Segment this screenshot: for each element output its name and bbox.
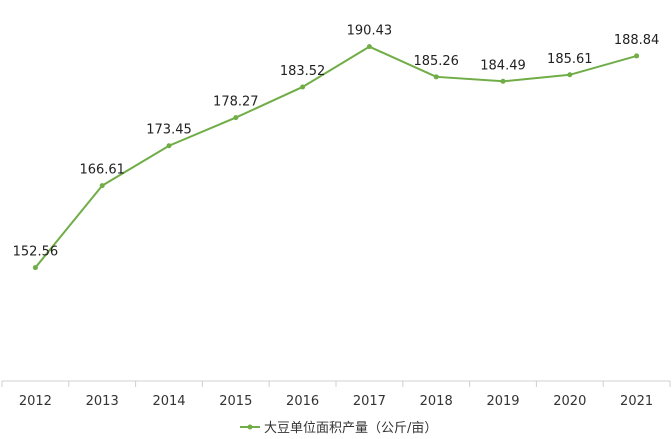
data-point <box>366 44 372 50</box>
data-point <box>634 53 640 59</box>
data-label: 184.49 <box>480 58 526 73</box>
data-labels: 152.56 166.61 173.45 178.27 183.52 190.43 185.… <box>13 24 660 260</box>
x-tick-label: 2016 <box>286 394 319 409</box>
data-label: 178.27 <box>213 95 259 110</box>
x-tick-label: 2020 <box>553 394 586 409</box>
data-point <box>99 183 105 189</box>
legend-point-marker <box>247 424 253 430</box>
x-tick-label: 2013 <box>86 394 119 409</box>
x-tick-label: 2018 <box>420 394 453 409</box>
data-point <box>433 74 439 80</box>
data-label: 173.45 <box>146 123 192 138</box>
data-label: 188.84 <box>614 33 660 48</box>
data-point <box>567 72 573 78</box>
data-point <box>300 84 306 90</box>
series-line <box>34 45 637 269</box>
x-axis-ticks <box>1 381 671 387</box>
data-label: 183.52 <box>280 64 326 79</box>
data-label: 166.61 <box>79 163 125 178</box>
x-tick-label: 2017 <box>353 394 386 409</box>
x-tick-label: 2019 <box>486 394 519 409</box>
data-points <box>32 44 640 271</box>
data-point <box>32 265 38 271</box>
data-point <box>500 78 506 84</box>
x-tick-label: 2012 <box>19 394 52 409</box>
legend: 大豆单位面积产量（公斤/亩） <box>240 420 437 436</box>
data-label: 152.56 <box>13 245 59 260</box>
data-label: 190.43 <box>347 24 393 39</box>
legend-label: 大豆单位面积产量（公斤/亩） <box>264 420 437 436</box>
x-axis-labels: 2012 2013 2014 2015 2016 2017 2018 2019 2020 2021 <box>19 394 653 409</box>
data-point <box>166 143 172 149</box>
x-tick-label: 2021 <box>620 394 653 409</box>
data-label: 185.26 <box>413 54 459 69</box>
x-tick-label: 2015 <box>219 394 252 409</box>
x-tick-label: 2014 <box>152 394 185 409</box>
data-label: 185.61 <box>547 52 593 67</box>
data-point <box>233 115 239 121</box>
